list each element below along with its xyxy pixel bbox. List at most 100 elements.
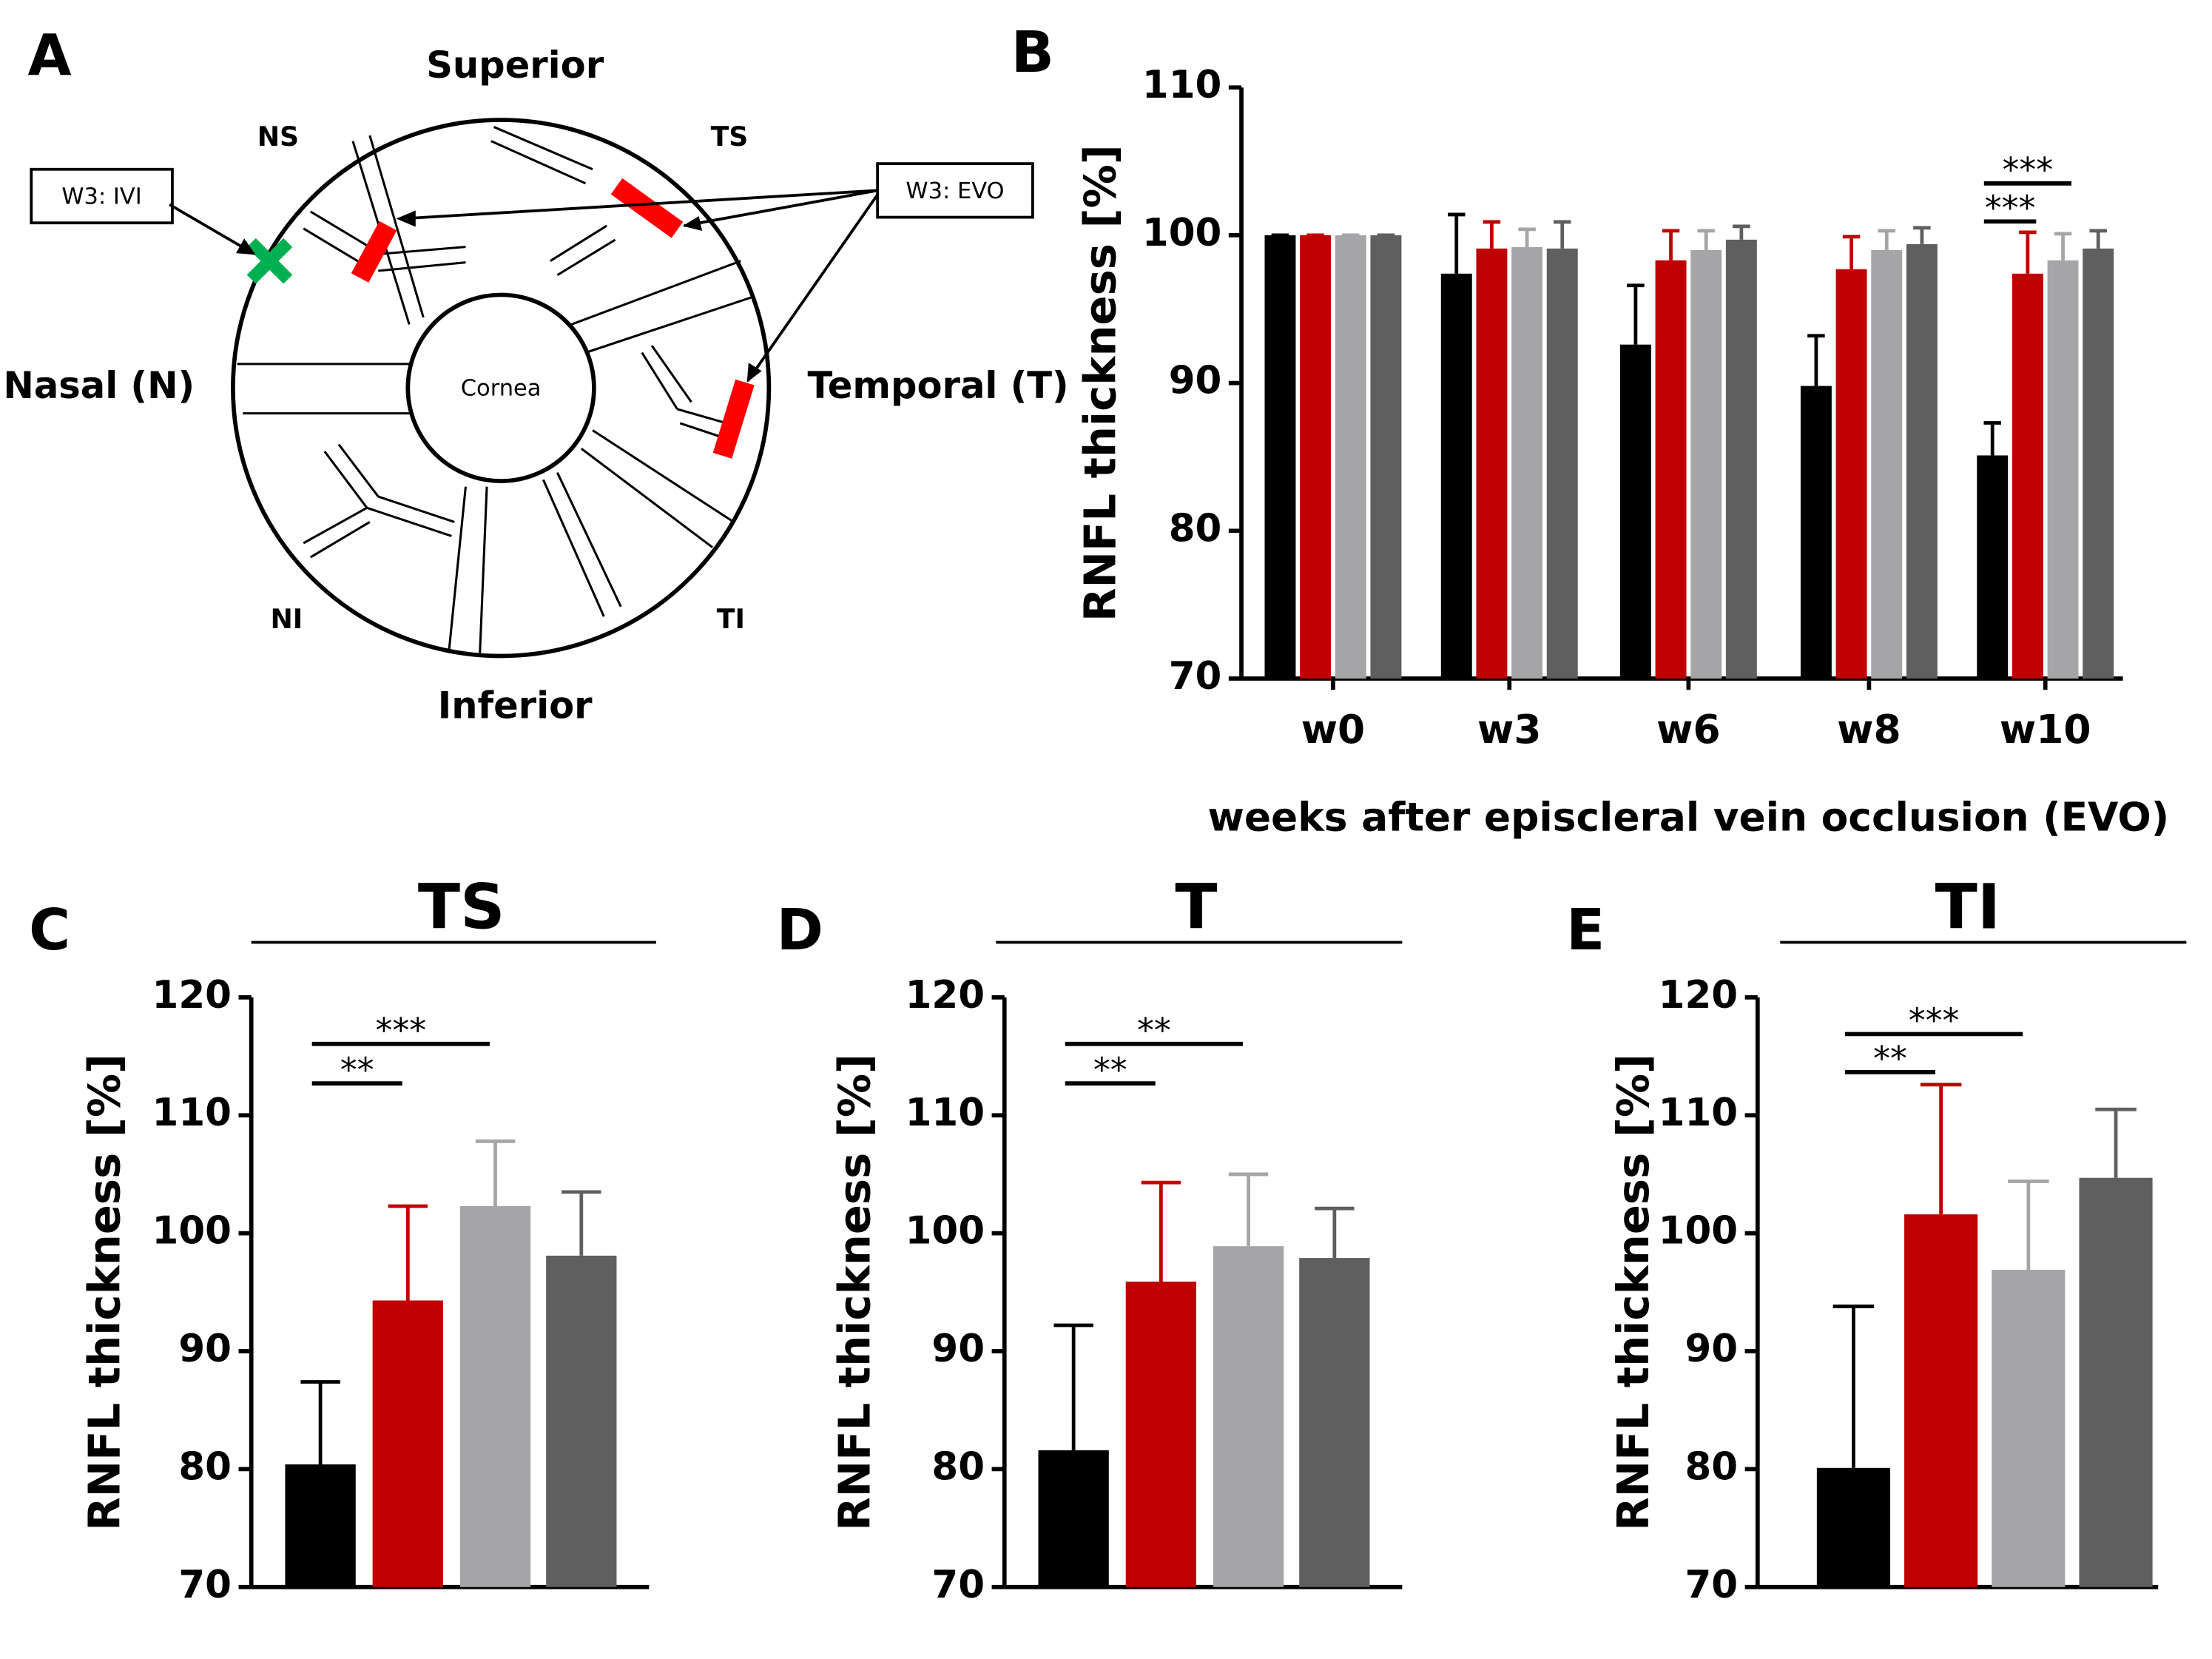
bar <box>1213 1246 1284 1587</box>
error-bar <box>1807 334 1825 386</box>
bar <box>1977 455 2009 679</box>
bar <box>546 1255 617 1587</box>
y-tick-label: 100 <box>906 1209 985 1253</box>
bar <box>2012 273 2043 679</box>
chart-title: TS <box>418 871 505 943</box>
bar <box>1300 235 1332 679</box>
y-axis-label: RNFL thickness [%] <box>1608 1054 1659 1531</box>
bar <box>1800 386 1832 679</box>
y-tick-label: 100 <box>152 1209 232 1253</box>
y-axis-label: RNFL thickness [%] <box>78 1054 129 1531</box>
bar <box>1125 1281 1197 1587</box>
bar <box>2083 248 2114 679</box>
error-bar <box>2089 229 2107 249</box>
bar <box>1546 248 1578 679</box>
error-bar <box>562 1190 601 1256</box>
evo-mark <box>610 178 684 238</box>
bar <box>1835 269 1867 679</box>
y-tick-label: 80 <box>931 1444 985 1489</box>
bar <box>1264 235 1296 679</box>
y-tick-label: 100 <box>1659 1209 1738 1253</box>
panel-label: C <box>29 897 70 963</box>
y-tick-label: 70 <box>931 1563 985 1607</box>
panel-label: B <box>1011 19 1054 85</box>
y-tick-label: 70 <box>178 1563 232 1607</box>
cornea-outline <box>405 292 596 483</box>
significance-label: ** <box>1137 1011 1171 1050</box>
diagram-label: Temporal (T) <box>808 364 1069 407</box>
error-bar <box>1228 1172 1269 1247</box>
ivi-mark <box>246 238 293 284</box>
y-tick-label: 70 <box>1169 654 1222 699</box>
panel-label: E <box>1566 897 1605 963</box>
y-tick-label: 120 <box>906 973 985 1017</box>
y-tick-label: 120 <box>1659 973 1738 1017</box>
y-axis-label: RNFL thickness [%] <box>829 1054 880 1531</box>
bar <box>459 1205 531 1587</box>
bar <box>1725 239 1757 679</box>
x-tick-label: w6 <box>1656 706 1720 753</box>
retina-diagram <box>30 118 1034 659</box>
bar <box>1904 1214 1978 1587</box>
error-bar <box>1141 1180 1181 1282</box>
bar <box>1511 246 1543 679</box>
error-bar <box>1842 235 1861 269</box>
error-bar <box>2008 1180 2049 1271</box>
bar <box>1476 248 1508 679</box>
y-tick-label: 90 <box>178 1327 232 1371</box>
y-tick-label: 80 <box>1685 1444 1738 1489</box>
callout-box <box>30 167 174 225</box>
evo-mark <box>351 221 397 283</box>
bar <box>1619 344 1651 679</box>
error-bar <box>1697 229 1715 250</box>
significance-label: *** <box>2003 150 2054 189</box>
bar <box>1440 273 1472 679</box>
diagram-label: Inferior <box>438 684 593 727</box>
bar <box>1335 235 1366 679</box>
y-tick-label: 110 <box>1142 63 1221 107</box>
callout-text: W3: IVI <box>61 184 141 209</box>
error-bar <box>1832 1305 1875 1468</box>
error-bar <box>1315 1206 1355 1259</box>
y-tick-label: 80 <box>1169 506 1222 551</box>
error-bar <box>2095 1107 2137 1178</box>
x-tick-label: w10 <box>2000 706 2091 753</box>
arrowheads <box>236 210 762 383</box>
y-tick-label: 70 <box>1685 1563 1738 1607</box>
error-bar <box>1662 229 1680 260</box>
diagram-label: NS <box>257 121 299 152</box>
diagram-label: TS <box>711 121 749 152</box>
bar <box>1038 1450 1109 1587</box>
callout-text: W3: EVO <box>906 178 1004 204</box>
arrows <box>169 189 879 382</box>
error-bar <box>1983 421 2001 456</box>
diagram-label: Cornea <box>461 376 542 402</box>
panel-label: D <box>777 897 823 963</box>
panel-label: A <box>28 22 72 88</box>
bar <box>1992 1270 2066 1587</box>
y-tick-label: 90 <box>1685 1327 1738 1371</box>
diagram-label: Superior <box>426 44 604 87</box>
bar <box>1690 249 1722 679</box>
error-bar <box>1483 220 1501 249</box>
significance-label: *** <box>1985 189 2036 228</box>
y-tick-label: 100 <box>1142 211 1221 255</box>
significance-label: *** <box>375 1011 426 1050</box>
diagram-label: Nasal (N) <box>3 364 195 407</box>
significance-label: ** <box>1093 1050 1127 1089</box>
chart-title: TI <box>1935 871 2000 943</box>
chart-title: T <box>1175 871 1217 943</box>
error-bar <box>1627 283 1645 345</box>
bar <box>1370 235 1402 679</box>
x-axis-label: weeks after episcleral vein occlusion (E… <box>1208 793 2170 840</box>
error-bar <box>1878 229 1895 250</box>
bar <box>285 1464 356 1587</box>
bar <box>372 1300 443 1587</box>
bar <box>2079 1177 2153 1587</box>
x-tick-label: w8 <box>1837 706 1901 753</box>
error-bar <box>1553 220 1571 249</box>
y-tick-label: 90 <box>1169 359 1222 403</box>
y-tick-label: 120 <box>152 973 232 1017</box>
bar <box>1299 1258 1370 1587</box>
